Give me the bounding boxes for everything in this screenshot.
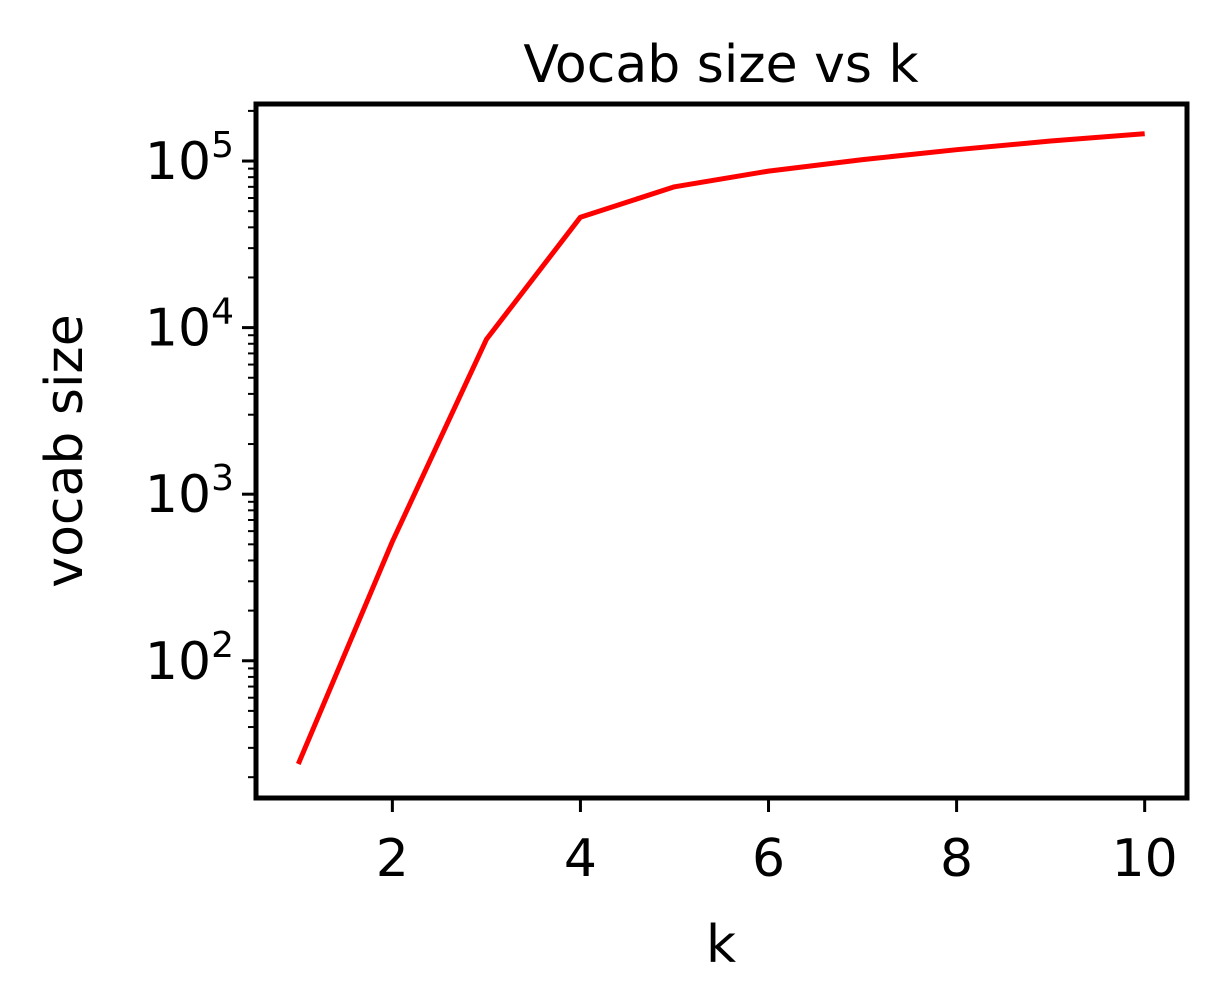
y-tick-exponent: 3 [211, 458, 234, 499]
y-tick-label: 104 [145, 292, 234, 359]
y-tick-label: 105 [145, 125, 234, 192]
y-tick-exponent: 5 [211, 125, 234, 166]
y-tick-base: 10 [145, 632, 211, 692]
x-tick-label: 4 [564, 829, 597, 889]
x-tick-label: 2 [376, 829, 409, 889]
x-tick-label: 10 [1112, 829, 1178, 889]
series-line-0 [295, 131, 1145, 765]
y-axis-label: vocab size [35, 314, 95, 587]
y-tick-base: 10 [145, 299, 211, 359]
y-tick-base: 10 [145, 465, 211, 525]
y-tick-base: 10 [145, 132, 211, 192]
x-tick-label: 8 [940, 829, 973, 889]
y-tick-exponent: 4 [211, 292, 234, 333]
plot-frame [253, 101, 1190, 801]
x-axis-label: k [706, 915, 736, 975]
y-tick-label: 102 [145, 625, 234, 692]
y-tick-exponent: 2 [211, 625, 234, 666]
y-tick-label: 103 [145, 458, 234, 525]
x-tick-label: 6 [752, 829, 785, 889]
chart-title: Vocab size vs k [523, 35, 918, 95]
